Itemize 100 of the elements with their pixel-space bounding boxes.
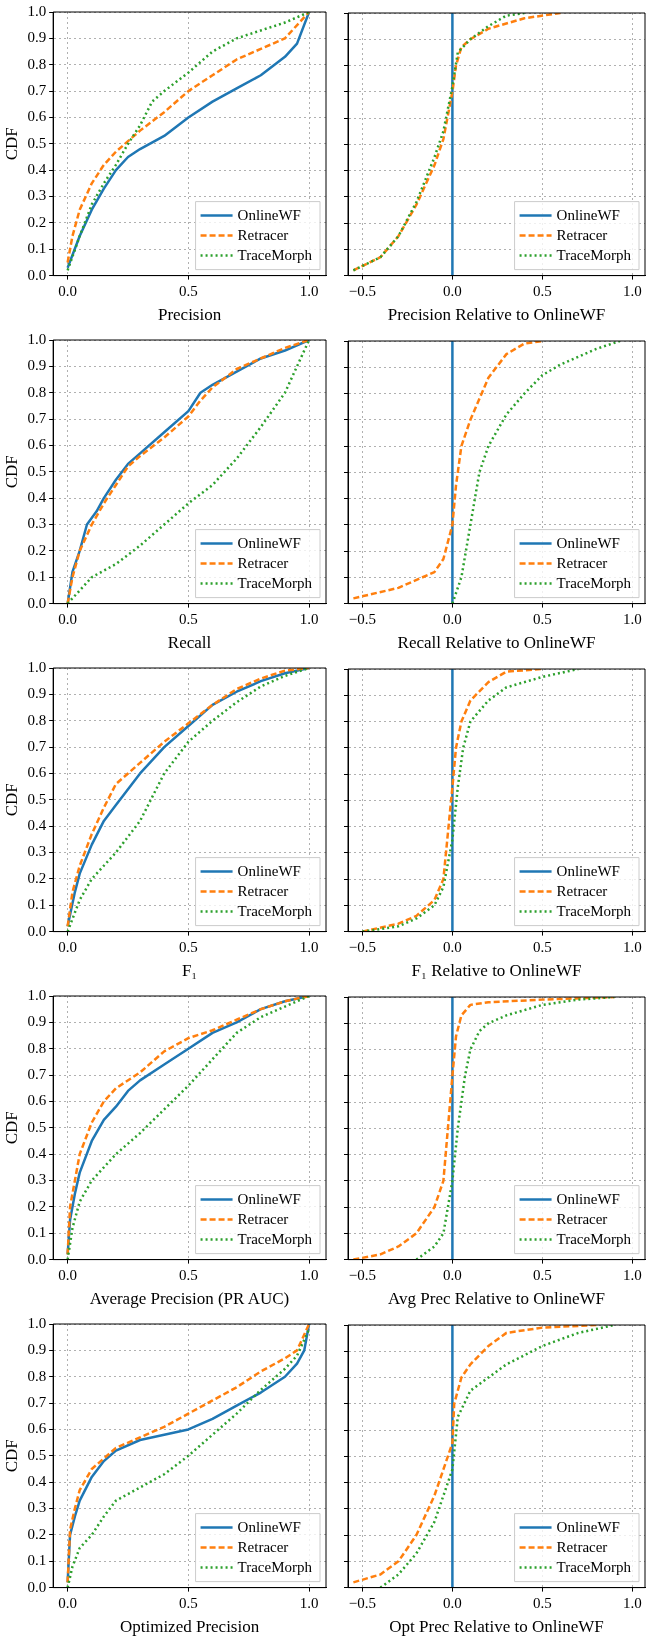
y-tick-label: 0.4 [27,161,47,178]
legend-label: TraceMorph [237,1558,313,1575]
y-axis-title: CDF [1,455,21,489]
legend-label: OnlineWF [556,862,620,879]
x-tick-label: 0.0 [443,938,462,955]
y-tick-label: 0.0 [27,594,47,611]
x-tick-label: 0.5 [178,1266,198,1283]
legend-label: Retracer [237,226,289,243]
y-tick-label: 0.9 [27,29,47,46]
x-tick-label: 0.5 [533,610,552,627]
legend-label: OnlineWF [556,1190,620,1207]
x-axis-title: Recall Relative to OnlineWF [397,633,596,653]
y-tick-label: 0.8 [27,383,47,400]
x-tick-label: 1.0 [623,1266,642,1283]
y-tick-label: 0.2 [27,1197,47,1214]
x-tick-label: 0.0 [443,282,462,299]
y-tick-label: 0.2 [27,213,47,230]
y-tick-label: 0.9 [27,1013,47,1030]
legend-label: OnlineWF [556,1518,620,1535]
y-tick-label: 1.0 [27,658,47,675]
legend-label: OnlineWF [237,862,301,879]
y-tick-label: 0.0 [27,266,47,283]
legend-label: Retracer [556,554,608,571]
y-tick-label: 0.4 [27,1145,47,1162]
y-tick-label: 0.1 [27,896,47,913]
y-tick-label: 0.2 [27,1525,47,1542]
legend-label: TraceMorph [556,246,632,263]
legend-label: TraceMorph [556,1230,632,1247]
x-axis-title: Avg Prec Relative to OnlineWF [388,1289,605,1309]
y-tick-label: 0.6 [27,1092,47,1109]
y-tick-label: 0.8 [27,1039,47,1056]
legend-label: Retracer [556,882,608,899]
y-tick-label: 0.3 [27,1499,47,1516]
legend-label: OnlineWF [237,534,301,551]
x-tick-label: 0.0 [58,1594,78,1611]
x-axis-title: Precision [157,305,222,325]
y-tick-label: 0.6 [27,764,47,781]
y-tick-label: 0.7 [27,410,47,427]
y-axis-title: CDF [1,127,21,161]
x-tick-label: −0.5 [348,282,377,299]
y-tick-label: 0.5 [27,134,47,151]
y-tick-label: 0.1 [27,240,47,257]
legend-label: OnlineWF [556,534,620,551]
y-axis-title: CDF [1,783,21,817]
y-tick-label: 0.2 [27,541,47,558]
y-tick-label: 0.3 [27,1171,47,1188]
x-tick-label: 0.0 [443,610,462,627]
x-axis-title: Optimized Precision [119,1617,260,1637]
y-axis-title: CDF [1,1439,21,1473]
y-tick-label: 0.5 [27,462,47,479]
legend-label: Retracer [556,226,608,243]
x-tick-label: −0.5 [348,1594,377,1611]
legend-label: TraceMorph [237,902,313,919]
legend-label: TraceMorph [556,902,632,919]
y-tick-label: 0.7 [27,738,47,755]
x-tick-label: 1.0 [623,1594,642,1611]
y-tick-label: 0.1 [27,1552,47,1569]
x-tick-label: 0.5 [178,1594,198,1611]
y-tick-label: 0.8 [27,1367,47,1384]
y-tick-label: 0.3 [27,843,47,860]
x-tick-label: 1.0 [623,610,642,627]
y-tick-label: 0.8 [27,711,47,728]
y-axis-title: CDF [1,1111,21,1145]
y-tick-label: 0.7 [27,1394,47,1411]
y-tick-label: 0.7 [27,82,47,99]
x-tick-label: −0.5 [348,610,377,627]
legend-label: OnlineWF [237,1190,301,1207]
x-axis-title: Average Precision (PR AUC) [89,1289,290,1309]
y-tick-label: 1.0 [27,986,47,1003]
y-tick-label: 1.0 [27,1314,47,1331]
legend-label: TraceMorph [556,1558,632,1575]
legend-label: TraceMorph [237,246,313,263]
y-tick-label: 0.9 [27,357,47,374]
x-tick-label: 1.0 [299,1266,319,1283]
legend-label: Retracer [237,882,289,899]
x-tick-label: 1.0 [623,282,642,299]
y-tick-label: 0.6 [27,1420,47,1437]
x-tick-label: 0.5 [533,1594,552,1611]
y-tick-label: 0.0 [27,1250,47,1267]
x-tick-label: 0.0 [443,1266,462,1283]
y-tick-label: 0.4 [27,817,47,834]
y-tick-label: 0.0 [27,1578,47,1595]
x-tick-label: 0.5 [178,282,198,299]
x-axis-title: Precision Relative to OnlineWF [387,305,606,325]
x-axis-title: Recall [167,633,212,653]
y-tick-label: 0.2 [27,869,47,886]
y-tick-label: 0.6 [27,108,47,125]
x-tick-label: −0.5 [348,938,377,955]
y-tick-label: 0.8 [27,55,47,72]
y-tick-label: 0.5 [27,790,47,807]
y-tick-label: 0.4 [27,1473,47,1490]
legend-label: Retracer [237,554,289,571]
legend-label: TraceMorph [237,574,313,591]
x-tick-label: 0.0 [58,1266,78,1283]
x-tick-label: 1.0 [299,610,319,627]
x-tick-label: −0.5 [348,1266,377,1283]
x-tick-label: 0.5 [178,610,198,627]
legend-label: Retracer [556,1538,608,1555]
y-tick-label: 1.0 [27,330,47,347]
x-tick-label: 0.0 [58,938,78,955]
